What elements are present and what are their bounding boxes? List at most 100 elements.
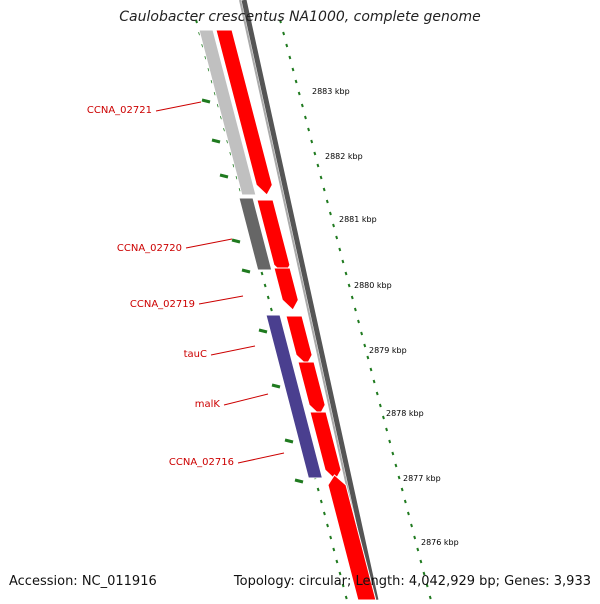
- tick-mark: [357, 319, 360, 324]
- reverse-strand-track: [198, 29, 324, 479]
- gene-label-leader: [210, 345, 256, 356]
- forward-strand-track: [215, 29, 377, 601]
- tick-mark: [428, 595, 432, 600]
- major-tick: [201, 98, 211, 104]
- tick-mark: [329, 535, 333, 540]
- outer-tick-track: [279, 19, 432, 600]
- tick-mark: [307, 127, 311, 132]
- tick-mark: [332, 223, 335, 228]
- tick-mark: [322, 511, 326, 516]
- scale-label: 2878 kbp: [386, 409, 424, 418]
- tick-mark: [297, 91, 301, 96]
- tick-mark: [400, 487, 404, 492]
- tick-mark: [341, 583, 345, 588]
- gene-label: CCNA_02716: [169, 457, 234, 468]
- tick-mark: [269, 307, 273, 312]
- tick-mark: [294, 79, 298, 84]
- tick-mark: [282, 31, 286, 36]
- tick-mark: [328, 211, 332, 216]
- tick-mark: [397, 475, 401, 480]
- tick-mark: [375, 391, 379, 396]
- tick-mark: [326, 523, 329, 528]
- tick-mark: [316, 487, 320, 492]
- tick-mark: [413, 535, 417, 540]
- major-tick: [258, 328, 268, 334]
- tick-mark: [366, 355, 370, 360]
- forward-cds: [285, 315, 313, 366]
- major-tick: [271, 383, 281, 389]
- major-tick: [219, 173, 229, 179]
- tick-mark: [300, 103, 304, 108]
- scale-label: 2876 kbp: [421, 538, 459, 547]
- reverse-cds-dark: [238, 197, 273, 271]
- tick-mark: [344, 595, 348, 600]
- scale-label: 2877 kbp: [403, 474, 441, 483]
- gene-label: CCNA_02720: [117, 243, 182, 254]
- gene-label-leader: [237, 452, 285, 464]
- tick-mark: [195, 19, 198, 24]
- tick-mark: [369, 367, 373, 372]
- major-tick: [211, 138, 221, 144]
- map-title: Caulobacter crescentus NA1000, complete …: [119, 9, 481, 25]
- tick-mark: [372, 379, 376, 384]
- forward-cds: [273, 267, 299, 311]
- tick-mark: [319, 499, 323, 504]
- scale-label: 2881 kbp: [339, 215, 377, 224]
- tick-mark: [313, 151, 317, 156]
- tick-mark: [335, 235, 339, 240]
- tick-mark: [353, 307, 357, 312]
- tick-mark: [406, 511, 410, 516]
- tick-mark: [316, 163, 320, 168]
- tick-mark: [350, 295, 354, 300]
- backbone-track: [239, 0, 379, 601]
- tick-mark: [260, 271, 264, 276]
- major-tick: [284, 438, 294, 444]
- tick-mark: [285, 43, 289, 48]
- tick-mark: [266, 295, 270, 300]
- reverse-cds-purple: [265, 314, 324, 479]
- gene-labels: CCNA_02721 CCNA_02720 CCNA_02719 tauC malK CC…: [87, 105, 234, 468]
- tick-mark: [403, 499, 407, 504]
- accession-text: Accession: NC_011916: [9, 574, 157, 589]
- tick-mark: [425, 583, 429, 588]
- tick-mark: [304, 115, 307, 120]
- tick-mark: [416, 547, 420, 552]
- forward-cds: [215, 29, 273, 196]
- tick-mark: [341, 259, 345, 264]
- tick-mark: [410, 523, 413, 528]
- tick-mark: [385, 427, 389, 432]
- forward-cds: [297, 361, 326, 416]
- major-tick: [231, 238, 241, 244]
- major-tick: [241, 268, 251, 274]
- tick-mark: [291, 67, 295, 72]
- tick-mark: [360, 331, 364, 336]
- tick-mark: [388, 439, 392, 444]
- gene-label-leader: [198, 295, 244, 305]
- gene-label-leader: [155, 101, 202, 112]
- forward-cds: [309, 411, 342, 481]
- tick-mark: [422, 571, 426, 576]
- tick-mark: [347, 283, 351, 288]
- tick-mark: [322, 187, 326, 192]
- major-tick: [294, 478, 304, 484]
- label-leader-lines: [155, 101, 285, 464]
- tick-mark: [332, 547, 336, 552]
- backbone-line: [241, 0, 379, 601]
- reverse-cds-light: [198, 29, 257, 196]
- scale-label: 2880 kbp: [354, 281, 392, 290]
- genome-summary-text: Topology: circular; Length: 4,042,929 bp…: [233, 574, 591, 589]
- tick-mark: [419, 559, 423, 564]
- tick-mark: [391, 451, 395, 456]
- tick-mark: [378, 403, 382, 408]
- gene-label: malK: [195, 399, 221, 410]
- tick-mark: [263, 283, 267, 288]
- tick-mark: [288, 55, 292, 60]
- gene-label-leader: [223, 393, 269, 406]
- scale-label: 2879 kbp: [369, 346, 407, 355]
- tick-mark: [394, 463, 398, 468]
- tick-mark: [335, 559, 339, 564]
- tick-mark: [319, 175, 323, 180]
- tick-mark: [310, 139, 314, 144]
